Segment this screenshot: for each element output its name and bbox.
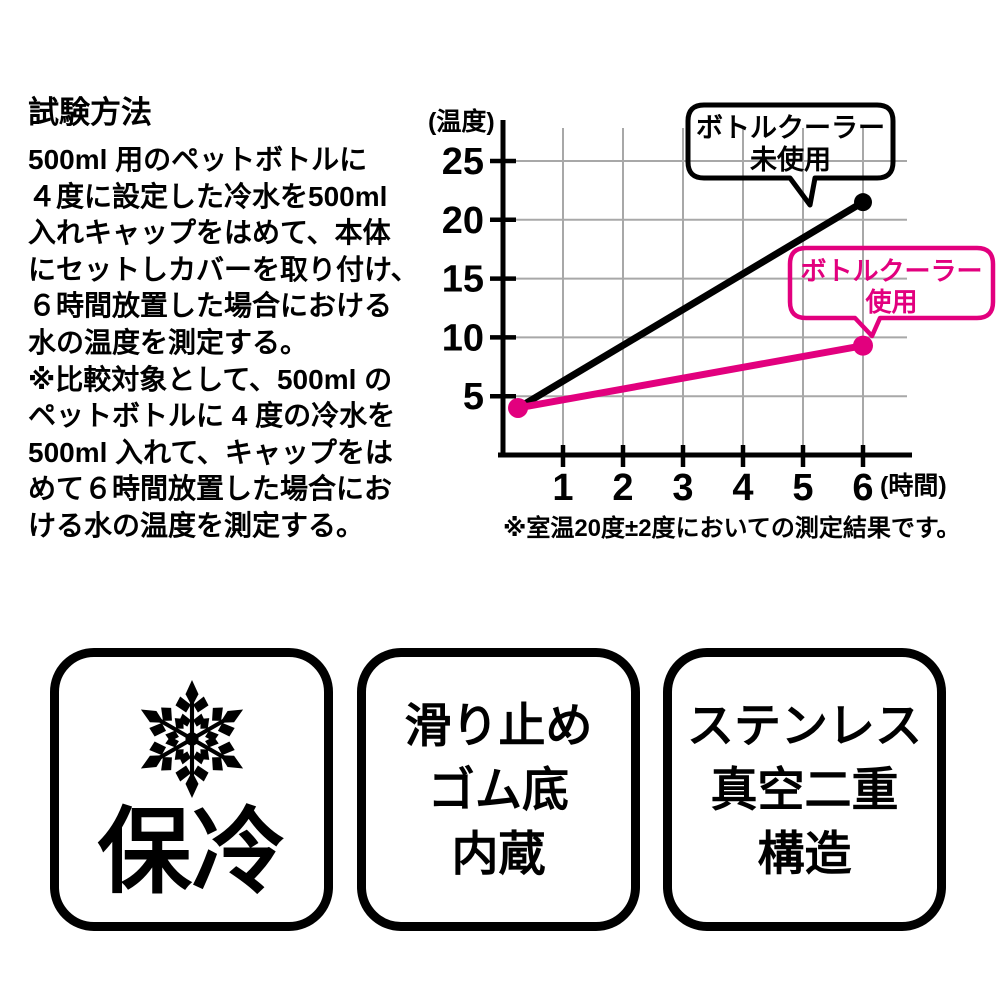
x-tick-label: 4	[732, 467, 753, 509]
temperature-chart-figure: 25 20 15 10 5 1 2 3 4 5 6 (温度) (時間) ボトルクーラー 未使用 ボトルクーラー…	[420, 90, 1000, 555]
callout-cooler-used-label: 使用	[864, 287, 917, 317]
method-text-line: ペットボトルに 4 度の冷水を	[28, 400, 396, 432]
method-text-line: ４度に設定した冷水を500ml	[28, 180, 388, 212]
x-tick-label: 5	[792, 467, 813, 509]
x-tick-label: 3	[672, 467, 693, 509]
badge-label-line: ゴム底	[428, 762, 569, 816]
badge-label-line: 内蔵	[451, 826, 546, 880]
data-point	[853, 335, 873, 356]
series-line-0	[516, 199, 865, 411]
y-tick-label: 15	[442, 259, 484, 301]
callout-cooler-unused-label: ボトルクーラー	[696, 113, 885, 143]
method-text-line: にセットしカバーを取り付け、	[28, 253, 419, 285]
x-tick-label: 6	[852, 467, 873, 509]
badge-label-line: ステンレス	[687, 698, 922, 752]
callout-cooler-unused-label: 未使用	[750, 145, 831, 175]
data-point	[854, 193, 872, 212]
test-method-section: 試験方法 500ml 用のペットボトルに ４度に設定した冷水を500ml 入れキャッ…	[28, 94, 423, 545]
badge-cold-retention: 保冷	[50, 648, 333, 931]
x-tick-label: 2	[612, 467, 633, 509]
badge-nonslip-rubber-sole: 滑り止め ゴム底 内蔵	[357, 648, 640, 931]
method-text-line: ける水の温度を測定する。	[28, 509, 365, 541]
series-line-1	[517, 342, 864, 412]
data-point	[508, 397, 528, 418]
badge-nonslip-label: 滑り止め ゴム底 内蔵	[405, 694, 593, 886]
badge-label-line: 滑り止め	[404, 698, 593, 752]
method-text-line: ※比較対象として、500ml の	[28, 363, 393, 395]
callout-cooler-used	[787, 245, 996, 339]
test-method-body: 500ml 用のペットボトルに ４度に設定した冷水を500ml 入れキャップをはめて…	[28, 142, 423, 545]
feature-badges: 保冷 滑り止めゴム底内蔵 ステンレス真空二重構造	[0, 648, 1000, 932]
method-text-line: 500ml 入れて、キャップをは	[28, 436, 393, 468]
method-text-line: 水の温度を測定する。	[28, 326, 309, 358]
badge-label-line: 構造	[757, 826, 852, 880]
method-text-line: めて６時間放置した場合にお	[28, 473, 393, 505]
chart-footnote: ※室温20度±2度においての測定結果です。	[503, 514, 960, 542]
y-tick-label: 5	[463, 376, 484, 418]
method-text-line: ６時間放置した場合における	[28, 290, 393, 322]
y-tick-label: 10	[442, 317, 484, 359]
callout-cooler-used-label: ボトルクーラー	[800, 256, 982, 286]
badge-stainless-label: ステンレス真空二重構造	[687, 694, 922, 886]
badge-label-line: 保冷	[97, 798, 286, 904]
callout-cooler-unused	[685, 102, 896, 208]
snowflake-icon	[132, 679, 251, 798]
badge-stainless-vacuum: ステンレス真空二重構造	[663, 648, 946, 931]
y-tick-label: 25	[442, 141, 484, 183]
y-axis-unit-label: (温度)	[428, 107, 495, 136]
method-text-line: 入れキャップをはめて、本体	[28, 217, 391, 249]
method-text-line: 500ml 用のペットボトルに	[28, 144, 368, 175]
x-axis-unit-label: (時間)	[880, 471, 947, 500]
badge-label-line: 真空二重	[710, 762, 899, 816]
badge-cold-retention-label: 保冷	[97, 798, 286, 904]
x-tick-label: 1	[552, 467, 573, 509]
y-tick-label: 20	[442, 200, 484, 242]
test-method-title: 試験方法	[28, 95, 152, 130]
